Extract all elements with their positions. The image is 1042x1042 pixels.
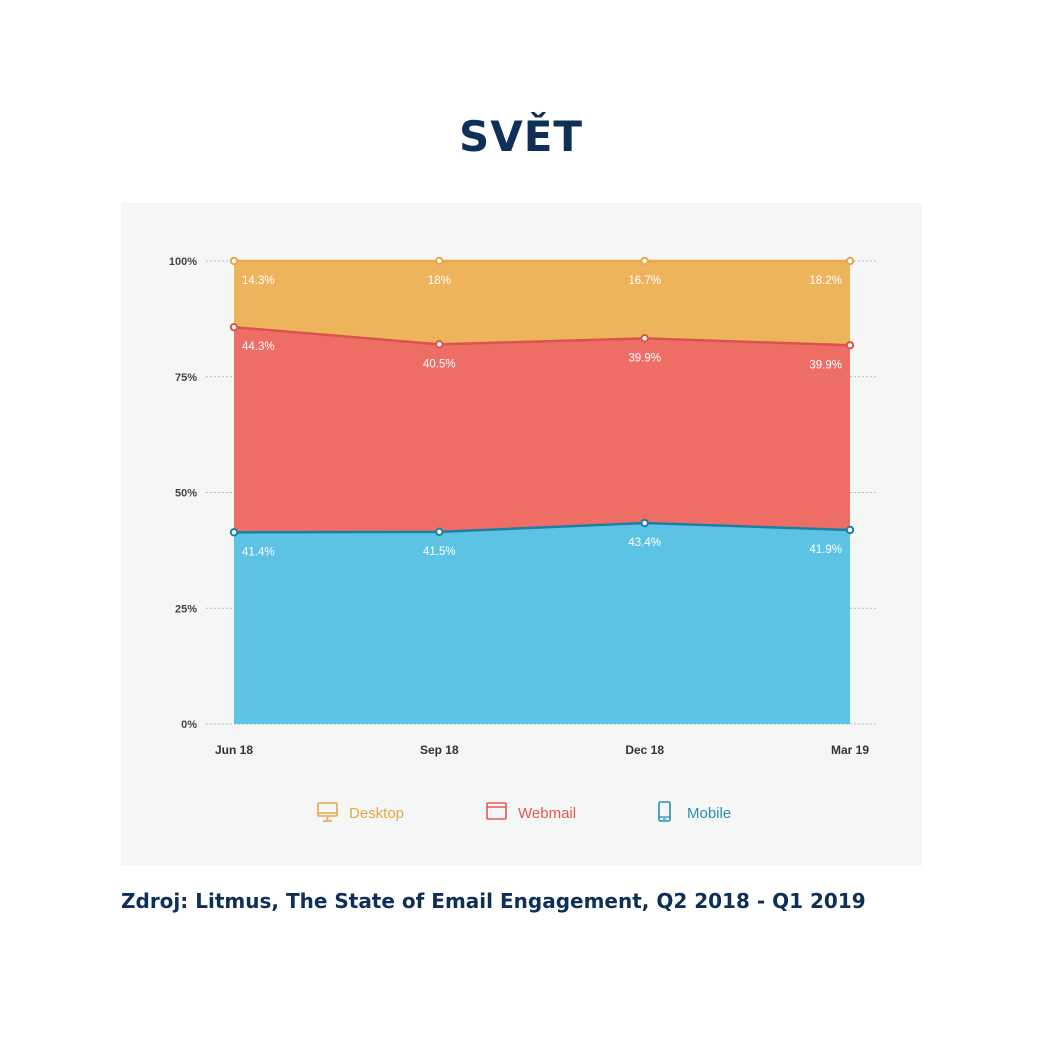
y-tick-label: 75% [175, 372, 197, 384]
desktop-point [229, 256, 239, 266]
x-tick-label: Mar 19 [831, 743, 869, 757]
legend-label: Webmail [518, 805, 576, 822]
axis-labels: 0% 25% 50% 75% 100% Jun 18 Sep 18 Dec 18 Mar 19 [169, 256, 869, 757]
mobile-area [234, 523, 850, 724]
x-tick-label: Sep 18 [420, 743, 459, 757]
mobile-data-label: 43.4% [628, 537, 661, 549]
desktop-area [234, 261, 850, 346]
mobile-point [845, 525, 855, 535]
legend: Desktop Webmail Mobile [317, 801, 731, 822]
webmail-icon [486, 802, 507, 820]
webmail-point [229, 323, 239, 332]
mobile-point [640, 518, 649, 528]
legend-item-desktop: Desktop [317, 802, 404, 822]
mobile-data-label: 41.5% [423, 546, 456, 558]
x-tick-label: Dec 18 [625, 743, 664, 757]
y-tick-label: 25% [175, 603, 197, 615]
legend-item-mobile: Mobile [658, 801, 731, 822]
webmail-data-label: 39.9% [809, 359, 842, 371]
webmail-point [435, 340, 444, 349]
desktop-data-label: 16.7% [628, 275, 661, 287]
mobile-line [233, 521, 851, 534]
webmail-point [640, 334, 649, 343]
y-tick-label: 50% [175, 488, 197, 500]
desktop-icon [317, 802, 338, 822]
desktop-point [435, 256, 444, 266]
legend-item-webmail: Webmail [486, 802, 576, 822]
mobile-data-label: 41.9% [809, 544, 842, 556]
mobile-point [435, 527, 444, 537]
data-labels: 41.4% 41.5% 43.4% 41.9% 44.3% 40.5% 39.9% 39.9%… [242, 275, 842, 558]
desktop-point [845, 256, 855, 266]
series-lines [233, 259, 851, 534]
page-title: SVĚT [458, 112, 584, 161]
desktop-data-label: 18% [428, 275, 451, 287]
desktop-data-label: 14.3% [242, 275, 275, 287]
webmail-area [234, 327, 850, 533]
webmail-data-label: 44.3% [242, 341, 275, 353]
mobile-icon [658, 801, 671, 822]
webmail-line [233, 325, 851, 347]
stacked-area-chart: 41.4% 41.5% 43.4% 41.9% 44.3% 40.5% 39.9% 39.9%… [169, 256, 878, 822]
y-tick-label: 0% [181, 719, 197, 731]
legend-label: Desktop [349, 805, 404, 822]
webmail-data-label: 40.5% [423, 358, 456, 370]
y-tick-label: 100% [169, 256, 197, 268]
data-points [229, 256, 855, 537]
x-tick-label: Jun 18 [215, 743, 253, 757]
desktop-point [640, 256, 649, 266]
desktop-data-label: 18.2% [809, 275, 842, 287]
webmail-point [845, 341, 855, 350]
chart-panel: 41.4% 41.5% 43.4% 41.9% 44.3% 40.5% 39.9% 39.9%… [121, 203, 922, 866]
mobile-point [229, 528, 239, 537]
mobile-data-label: 41.4% [242, 546, 275, 558]
webmail-data-label: 39.9% [628, 352, 661, 364]
legend-label: Mobile [687, 805, 731, 822]
series-areas [234, 261, 850, 724]
source-note: Zdroj: Litmus, The State of Email Engage… [121, 889, 866, 913]
